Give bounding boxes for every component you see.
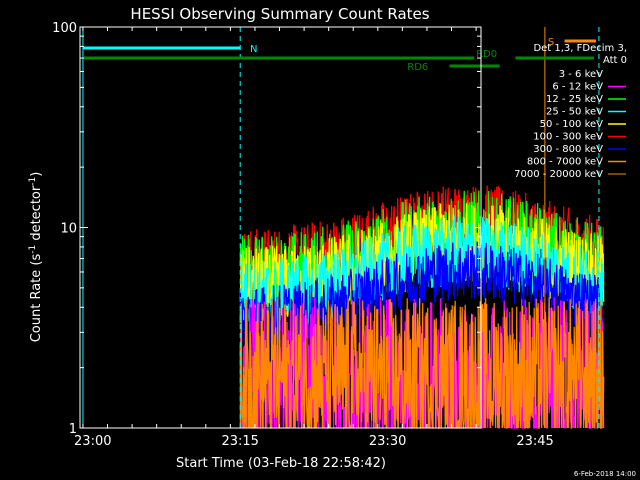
legend-label: 12 - 25 keV — [546, 94, 603, 105]
legend-title: Det 1,3, FDecim 3, — [533, 43, 627, 54]
chart-title: HESSI Observing Summary Count Rates — [130, 5, 429, 23]
svg-text:Count Rate (s-1 detector-1): Count Rate (s-1 detector-1) — [28, 172, 44, 343]
axes: 11010023:0023:1523:3023:4500:0000:1500:3… — [52, 21, 554, 449]
flag-rd0-label: RD0 — [476, 49, 497, 60]
legend-label: 3 - 6 keV — [559, 69, 603, 80]
legend-label: 7000 - 20000 keV — [514, 169, 603, 180]
legend-label: 300 - 800 keV — [533, 144, 603, 155]
plot-area — [82, 27, 605, 430]
y-axis-label-end: ) — [29, 172, 44, 177]
legend-label: 25 - 50 keV — [546, 107, 603, 118]
y-axis-label-exp1: -1 — [28, 245, 38, 254]
flag-bars: N RD0 RD6 S — [82, 37, 596, 73]
y-axis-label-main: Count Rate (s — [29, 254, 44, 343]
y-tick-label: 1 — [69, 422, 77, 437]
legend-label: 6 - 12 keV — [552, 82, 603, 93]
legend-label: 50 - 100 keV — [540, 119, 604, 130]
legend-label: 800 - 7000 keV — [527, 157, 603, 168]
x-tick-label: 23:30 — [369, 434, 406, 449]
y-tick-label: 10 — [60, 222, 77, 237]
legend-title: Att 0 — [603, 55, 627, 66]
x-tick-label: 23:45 — [516, 434, 553, 449]
y-axis-label: Count Rate (s-1 detector-1) — [28, 172, 44, 343]
x-tick-label: 23:15 — [221, 434, 258, 449]
flag-rd6-label: RD6 — [407, 62, 428, 73]
x-tick-label: 23:00 — [74, 434, 111, 449]
y-tick-label: 100 — [52, 21, 77, 36]
x-axis-label: Start Time (03-Feb-18 22:58:42) — [176, 456, 386, 471]
y-axis-label-exp2: -1 — [28, 177, 38, 186]
legend: Det 1,3, FDecim 3,Att 03 - 6 keV 6 - 12 k… — [514, 43, 627, 180]
flag-s-label: S — [548, 37, 554, 48]
legend-label: 100 - 300 keV — [533, 132, 603, 143]
y-axis-label-mid: detector — [29, 185, 44, 245]
series-300-800-kev — [239, 241, 605, 345]
flag-n-label: N — [250, 44, 257, 55]
series-800-7000-kev — [239, 297, 605, 430]
footer-date: 6-Feb-2018 14:00 — [574, 470, 636, 478]
